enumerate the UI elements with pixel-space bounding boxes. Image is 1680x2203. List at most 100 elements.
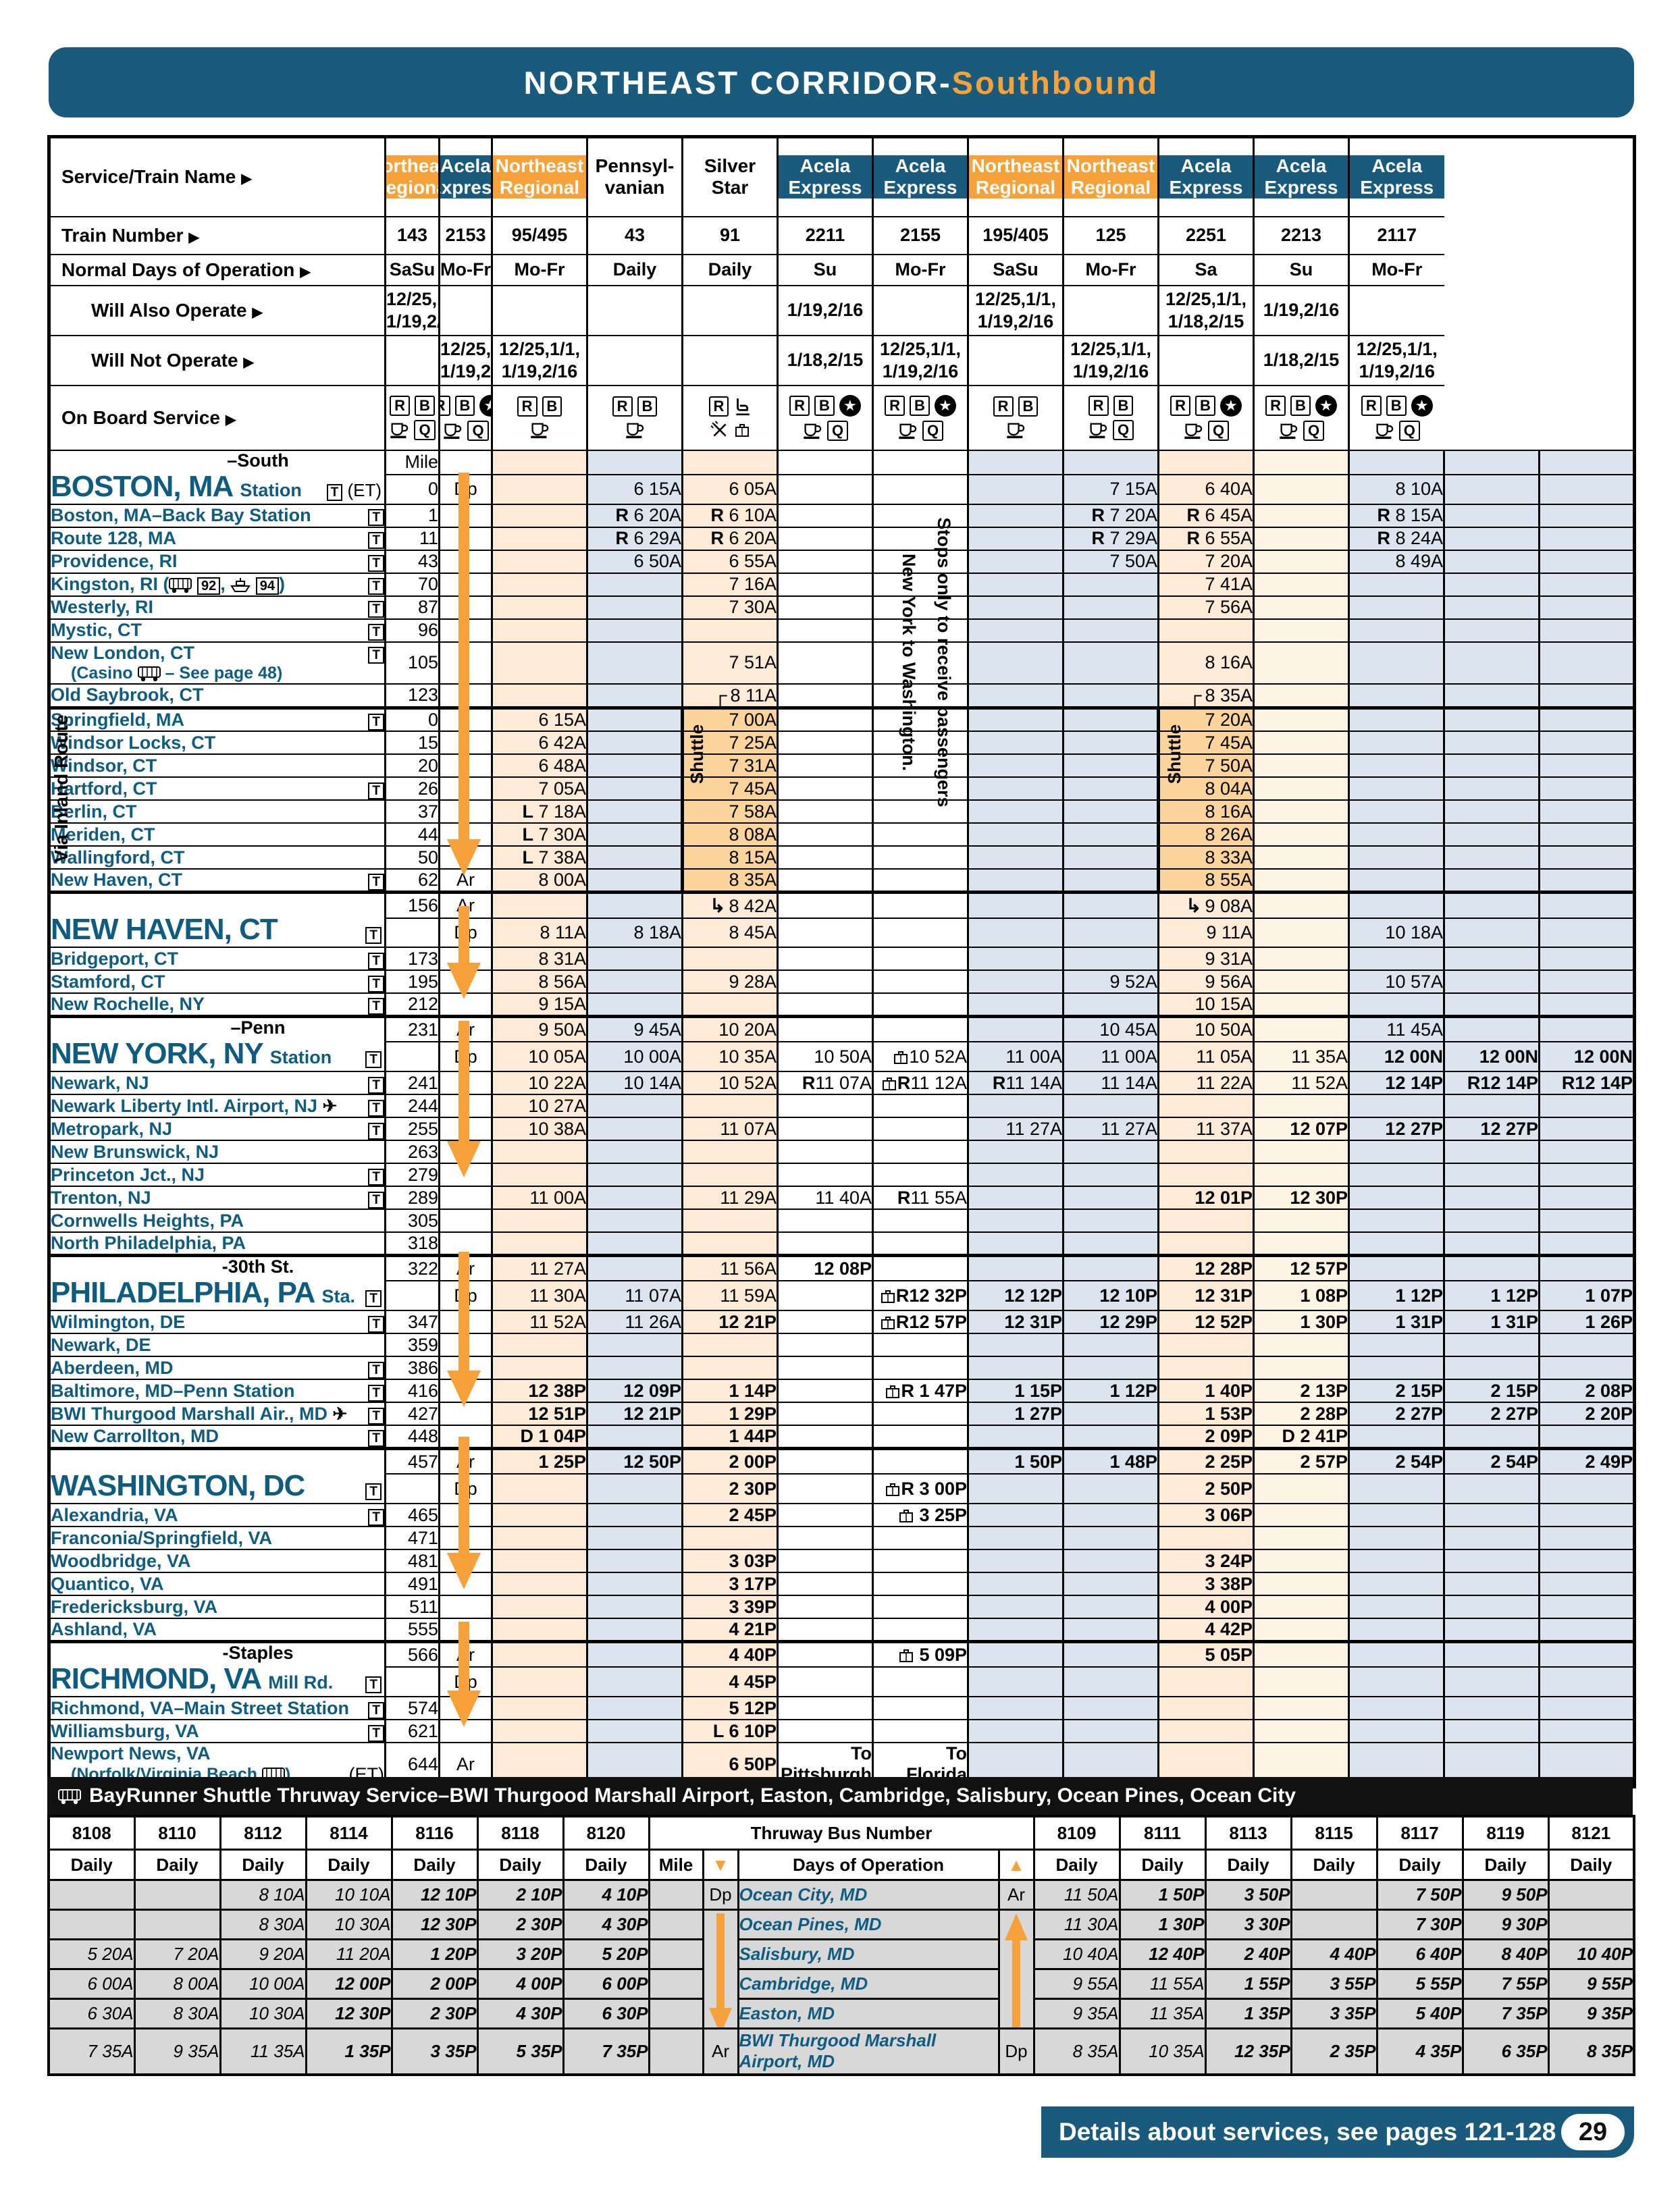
bus-time-cell: 9 55A bbox=[1032, 1968, 1121, 2000]
time-cell bbox=[1538, 970, 1635, 993]
time-cell bbox=[872, 1140, 968, 1163]
bus-time-cell: 11 35A bbox=[1118, 1998, 1207, 2029]
time-cell bbox=[1062, 1618, 1159, 1642]
time-cell: 12 00N bbox=[1538, 1041, 1635, 1071]
time-cell bbox=[872, 572, 968, 596]
bus-number: 8108 bbox=[47, 1815, 136, 1851]
business-class-icon: B bbox=[910, 395, 930, 416]
time-cell bbox=[967, 1503, 1064, 1527]
will-not-operate bbox=[681, 334, 778, 386]
time-cell bbox=[1253, 503, 1349, 527]
mile-cell: 555 bbox=[384, 1618, 440, 1642]
time-cell: 9 31A bbox=[1157, 947, 1254, 970]
station-name: Windsor, CT bbox=[51, 755, 157, 776]
bus-time-cell: 3 50P bbox=[1204, 1879, 1292, 1911]
time-cell bbox=[586, 1640, 683, 1668]
will-also-operate bbox=[1062, 284, 1159, 336]
time-cell: 10 52A bbox=[872, 1041, 968, 1071]
time-cell bbox=[491, 1549, 587, 1572]
time-cell bbox=[777, 799, 873, 823]
bus-time-cell: 1 50P bbox=[1118, 1879, 1207, 1911]
time-cell: R 6 10A bbox=[681, 503, 778, 527]
time-cell bbox=[586, 776, 683, 800]
time-cell bbox=[1443, 947, 1540, 970]
bus-days: Daily bbox=[1204, 1849, 1292, 1881]
time-cell bbox=[777, 595, 873, 619]
mile-cell bbox=[648, 2027, 704, 2075]
will-not-operate bbox=[1157, 334, 1254, 386]
bus-time-cell: 10 35A bbox=[1118, 2027, 1207, 2075]
time-cell: 1 12P bbox=[1062, 1379, 1159, 1402]
time-cell bbox=[491, 891, 587, 919]
time-cell bbox=[777, 1356, 873, 1379]
bus-time-cell: 1 30P bbox=[1118, 1909, 1207, 1940]
first-class-icon: ★ bbox=[1411, 394, 1433, 417]
time-cell bbox=[1538, 683, 1635, 708]
mile-cell bbox=[384, 1041, 440, 1071]
bus-time-cell: 3 30P bbox=[1204, 1909, 1292, 1940]
time-cell: 4 00P bbox=[1157, 1595, 1254, 1618]
time-cell bbox=[872, 706, 968, 731]
time-cell bbox=[777, 1425, 873, 1449]
mile-cell: 457 bbox=[384, 1447, 440, 1475]
bus-number: 8113 bbox=[1204, 1815, 1292, 1851]
time-cell bbox=[491, 641, 587, 684]
station-name: Newark, DE bbox=[51, 1334, 151, 1355]
page-title: NORTHEAST CORRIDOR- bbox=[523, 64, 952, 101]
time-cell bbox=[967, 1666, 1064, 1697]
time-cell bbox=[491, 1231, 587, 1256]
time-cell bbox=[1157, 1526, 1254, 1549]
business-class-icon: B bbox=[542, 396, 562, 417]
time-cell bbox=[1443, 845, 1540, 869]
time-cell bbox=[777, 1719, 873, 1743]
bus-time-cell: 6 30P bbox=[562, 1998, 650, 2029]
arrive-depart-cell bbox=[438, 1186, 492, 1209]
station-name: Berlin, CT bbox=[51, 801, 137, 822]
time-cell: L 6 10P bbox=[681, 1719, 778, 1743]
bayrunner-section: BayRunner Shuttle Thruway Service–BWI Th… bbox=[47, 1777, 1636, 2076]
time-cell bbox=[1443, 1209, 1540, 1232]
bus-time-cell: 12 35P bbox=[1204, 2027, 1292, 2075]
bus-number: 8114 bbox=[305, 1815, 393, 1851]
station-name: Baltimore, MD–Penn Station bbox=[51, 1380, 295, 1401]
time-cell bbox=[1157, 1696, 1254, 1720]
time-cell bbox=[1538, 1696, 1635, 1720]
bus-days: Daily bbox=[219, 1849, 307, 1881]
accessible-station-icon: T bbox=[368, 509, 384, 526]
time-cell bbox=[1538, 822, 1635, 846]
cafe-icon bbox=[1375, 423, 1393, 439]
station-row: BWI Thurgood Marshall Air., MD ✈ T bbox=[48, 1402, 386, 1425]
bus-days: Daily bbox=[133, 1849, 221, 1881]
connection-number-box: 92 bbox=[197, 577, 221, 595]
will-not-operate bbox=[967, 334, 1064, 386]
time-cell bbox=[1538, 1640, 1635, 1668]
time-cell bbox=[967, 473, 1064, 504]
time-cell bbox=[1538, 1094, 1635, 1117]
time-cell bbox=[967, 822, 1064, 846]
bus-time-cell: 7 35P bbox=[562, 2027, 650, 2075]
time-cell bbox=[1443, 595, 1540, 619]
time-cell bbox=[1538, 595, 1635, 619]
ferry-icon bbox=[230, 577, 251, 592]
time-cell bbox=[1157, 1666, 1254, 1697]
time-cell: 10 50A bbox=[777, 1041, 873, 1071]
baggage-icon bbox=[899, 1649, 913, 1663]
time-cell bbox=[967, 526, 1064, 550]
station-row: New Rochelle, NY T bbox=[48, 992, 386, 1017]
bus-station-name: Ocean Pines, MD bbox=[737, 1909, 1000, 1940]
time-cell bbox=[1062, 1094, 1159, 1117]
bus-time-cell: 8 35P bbox=[1547, 2027, 1635, 2075]
time-cell bbox=[1062, 641, 1159, 684]
time-cell bbox=[967, 970, 1064, 993]
bus-time-cell: 11 30A bbox=[1032, 1909, 1121, 1940]
time-cell bbox=[586, 1333, 683, 1356]
time-cell bbox=[586, 1696, 683, 1720]
time-cell: R 7 20A bbox=[1062, 503, 1159, 527]
bus-time-cell: 6 00A bbox=[47, 1968, 136, 2000]
station-row: Windsor Locks, CT bbox=[48, 731, 386, 754]
page-number: 29 bbox=[1561, 2114, 1625, 2150]
time-cell bbox=[1062, 1356, 1159, 1379]
